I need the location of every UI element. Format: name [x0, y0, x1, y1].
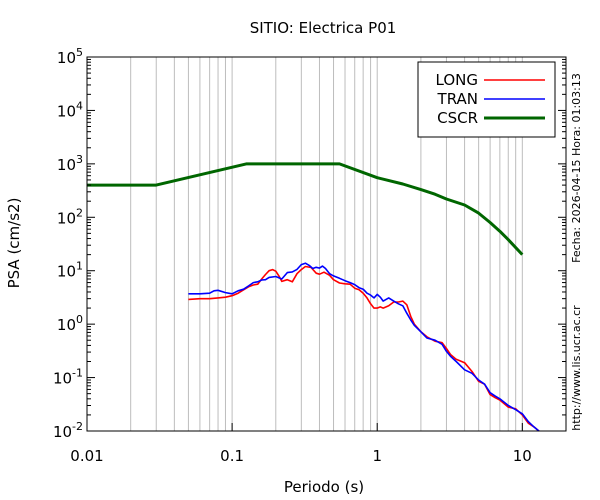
source-url: http://www.lis.ucr.ac.cr	[570, 305, 583, 431]
x-tick-label: 10	[513, 447, 532, 465]
chart-title: SITIO: Electrica P01	[250, 19, 397, 37]
y-tick-label: 102	[57, 206, 83, 227]
y-tick-label: 101	[57, 260, 83, 281]
date-time-stamp: Fecha: 2026-04-15 Hora: 01:03:13	[570, 73, 583, 263]
y-tick-labels: 10-2 10-1 100 101 102 103 104 105	[53, 46, 83, 441]
x-tick-label: 1	[372, 447, 382, 465]
y-tick-label: 10-2	[53, 420, 83, 441]
series-line-tran	[188, 262, 540, 432]
axis-ticks	[86, 56, 566, 432]
y-tick-label: 10-1	[53, 367, 83, 388]
x-tick-labels: 0.01 0.1 1 10	[70, 447, 532, 465]
plot-frame	[86, 56, 567, 432]
series-line-cscr	[87, 162, 524, 256]
series-line-long	[188, 265, 540, 432]
y-tick-label: 100	[57, 313, 83, 334]
y-axis-label: PSA (cm/s2)	[5, 198, 23, 289]
legend-label: TRAN	[437, 90, 478, 108]
y-tick-label: 105	[57, 46, 83, 67]
series-group	[87, 162, 540, 432]
x-axis-label: Periodo (s)	[284, 478, 364, 496]
legend-label: LONG	[436, 71, 478, 89]
x-tick-label: 0.01	[70, 447, 103, 465]
y-tick-label: 104	[57, 99, 83, 120]
side-texts: Fecha: 2026-04-15 Hora: 01:03:13 http://w…	[570, 73, 583, 431]
x-tick-label: 0.1	[220, 447, 244, 465]
y-tick-label: 103	[57, 153, 83, 174]
legend-label: CSCR	[437, 109, 478, 127]
